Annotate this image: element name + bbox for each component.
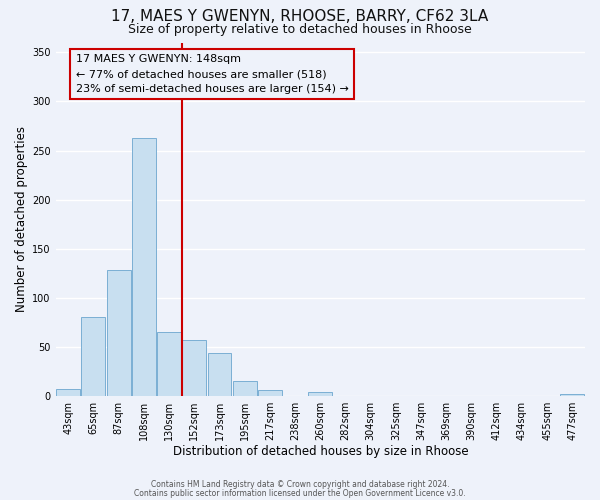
Bar (233, 382, 257, 396)
Y-axis label: Number of detached properties: Number of detached properties (15, 126, 28, 312)
Bar (258, 390, 282, 396)
Bar (132, 138, 156, 396)
Text: 17, MAES Y GWENYN, RHOOSE, BARRY, CF62 3LA: 17, MAES Y GWENYN, RHOOSE, BARRY, CF62 3… (112, 9, 488, 24)
Bar (182, 340, 206, 396)
Text: Contains HM Land Registry data © Crown copyright and database right 2024.: Contains HM Land Registry data © Crown c… (151, 480, 449, 489)
Bar (157, 332, 181, 396)
Bar (82, 316, 106, 396)
Bar (208, 353, 232, 396)
Text: Contains public sector information licensed under the Open Government Licence v3: Contains public sector information licen… (134, 488, 466, 498)
Bar (560, 394, 584, 396)
Bar (308, 392, 332, 396)
Text: 17 MAES Y GWENYN: 148sqm
← 77% of detached houses are smaller (518)
23% of semi-: 17 MAES Y GWENYN: 148sqm ← 77% of detach… (76, 54, 349, 94)
Bar (56, 389, 80, 396)
Bar (107, 270, 131, 396)
Text: Size of property relative to detached houses in Rhoose: Size of property relative to detached ho… (128, 22, 472, 36)
X-axis label: Distribution of detached houses by size in Rhoose: Distribution of detached houses by size … (173, 444, 468, 458)
